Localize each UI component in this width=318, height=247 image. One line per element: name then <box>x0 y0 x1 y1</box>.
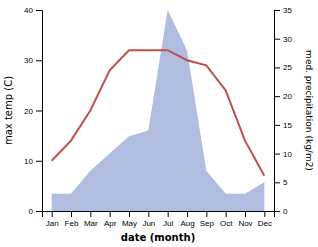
tick: Sep <box>200 211 215 228</box>
tick-mark <box>129 211 130 217</box>
tick-label: Nov <box>238 219 252 228</box>
y2-axis-title: med. precipitation (kg/m2) <box>304 50 314 171</box>
tick-label: 20 <box>24 107 33 116</box>
tick-mark <box>187 211 188 217</box>
tick-label: 10 <box>283 150 292 159</box>
axis-line <box>43 212 275 218</box>
tick: Jul <box>163 211 173 228</box>
tick: Apr <box>104 211 117 228</box>
tick-label: Feb <box>65 219 79 228</box>
tick-label: Mar <box>84 219 98 228</box>
tick: Jan <box>46 211 59 228</box>
tick: 10 <box>274 150 292 159</box>
tick: 20 <box>24 107 42 116</box>
tick-label: 10 <box>24 157 33 166</box>
tick-mark <box>274 154 280 155</box>
axis-line <box>36 11 43 212</box>
tick: 25 <box>274 63 292 72</box>
tick-mark <box>274 10 280 11</box>
tick-mark <box>274 67 280 68</box>
tick: Nov <box>238 211 252 228</box>
tick-label: Dec <box>258 219 272 228</box>
x-axis-title: date (month) <box>121 232 195 243</box>
tick: 15 <box>274 121 292 130</box>
tick: 5 <box>274 178 288 187</box>
tick: 0 <box>29 207 42 216</box>
tick: 30 <box>274 35 292 44</box>
marks <box>52 10 265 211</box>
tick-label: 30 <box>283 35 292 44</box>
tick-mark <box>36 211 42 212</box>
tick-mark <box>274 211 280 212</box>
tick-label: Jan <box>46 219 59 228</box>
tick: 40 <box>24 6 42 15</box>
tick-label: Jul <box>163 219 173 228</box>
chart: Jan Feb Mar Apr May Jun Jul Aug Sep Oct Nov Dec 0 10 2… <box>0 0 318 247</box>
tick-mark <box>245 211 246 217</box>
tick-mark <box>90 211 91 217</box>
tick-label: 35 <box>283 6 292 15</box>
tick-mark <box>226 211 227 217</box>
tick-mark <box>36 161 42 162</box>
plot: Jan Feb Mar Apr May Jun Jul Aug Sep Oct Nov Dec 0 10 2… <box>3 6 314 243</box>
tick: Feb <box>65 211 79 228</box>
tick-label: Oct <box>220 219 233 228</box>
y-axis: 0 10 20 30 40 <box>24 6 42 216</box>
tick-mark <box>36 111 42 112</box>
tick-mark <box>36 60 42 61</box>
tick-mark <box>274 96 280 97</box>
tick-label: 15 <box>283 121 292 130</box>
tick-mark <box>274 182 280 183</box>
tick-label: Sep <box>200 219 215 228</box>
tick: 35 <box>274 6 292 15</box>
x-axis: Jan Feb Mar Apr May Jun Jul Aug Sep Oct Nov Dec <box>43 211 275 228</box>
axis-line <box>275 11 281 212</box>
area <box>52 10 265 211</box>
tick-label: 25 <box>283 63 292 72</box>
tick-label: Apr <box>104 219 117 228</box>
tick-mark <box>274 125 280 126</box>
tick-mark <box>71 211 72 217</box>
line <box>52 50 265 176</box>
tick: 0 <box>274 207 288 216</box>
tick: 20 <box>274 92 292 101</box>
tick: Aug <box>180 211 194 228</box>
tick-label: 20 <box>283 92 292 101</box>
tick-mark <box>148 211 149 217</box>
tick-label: May <box>122 219 137 228</box>
tick: Mar <box>84 211 98 228</box>
chart-container: Jan Feb Mar Apr May Jun Jul Aug Sep Oct Nov Dec 0 10 2… <box>0 0 318 247</box>
tick-mark <box>52 211 53 217</box>
tick-mark <box>264 211 265 217</box>
tick-label: Aug <box>180 219 194 228</box>
tick-label: 0 <box>283 207 288 216</box>
tick-mark <box>36 10 42 11</box>
tick-mark <box>274 39 280 40</box>
tick-mark <box>206 211 207 217</box>
tick: May <box>122 211 137 228</box>
y2-axis: 0 5 10 15 20 25 30 35 <box>274 6 292 216</box>
tick-mark <box>110 211 111 217</box>
tick: 30 <box>24 56 42 65</box>
tick-label: 40 <box>24 6 33 15</box>
tick: Oct <box>220 211 233 228</box>
y-axis-title: max temp (C) <box>3 76 14 145</box>
tick: Jun <box>142 211 155 228</box>
tick-label: 30 <box>24 56 33 65</box>
tick-label: 5 <box>283 178 288 187</box>
tick-label: 0 <box>29 207 34 216</box>
tick: 10 <box>24 157 42 166</box>
tick: Dec <box>258 211 272 228</box>
tick-mark <box>168 211 169 217</box>
tick-label: Jun <box>142 219 155 228</box>
